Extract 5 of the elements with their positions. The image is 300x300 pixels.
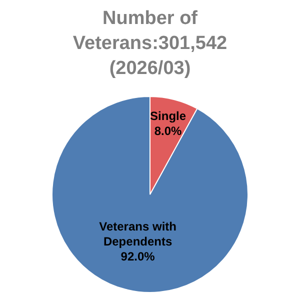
slice-label: Veterans with Dependents: [99, 219, 176, 248]
data-label: 92.0%: [120, 249, 156, 264]
chart-title: Number of Veterans:301,542 (2026/03): [72, 7, 228, 81]
slice-label: Single: [150, 109, 186, 124]
data-label: 8.0%: [154, 124, 182, 138]
